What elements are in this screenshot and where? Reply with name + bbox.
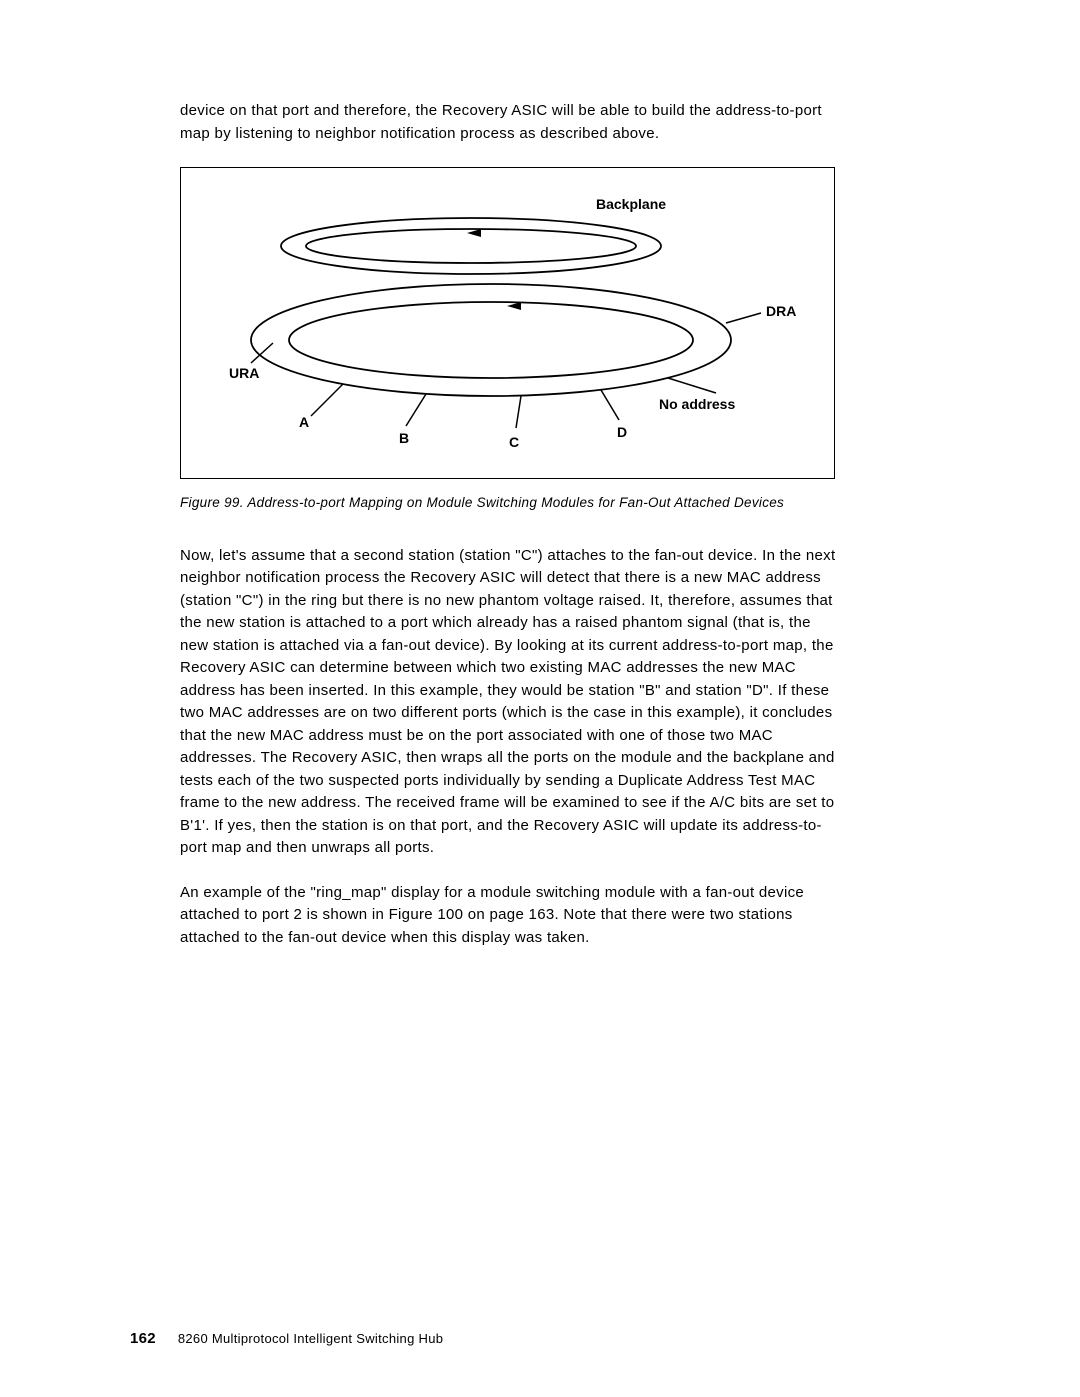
label-a: A bbox=[299, 414, 309, 430]
paragraph-main: Now, let's assume that a second station … bbox=[180, 545, 840, 860]
figure-caption-text: Address-to-port Mapping on Module Switch… bbox=[247, 495, 784, 510]
footer-title: 8260 Multiprotocol Intelligent Switching… bbox=[178, 1331, 443, 1346]
paragraph-intro: device on that port and therefore, the R… bbox=[180, 100, 840, 145]
label-b: B bbox=[399, 430, 409, 446]
label-d: D bbox=[617, 424, 627, 440]
label-ura: URA bbox=[229, 365, 259, 381]
label-noaddress: No address bbox=[659, 396, 735, 412]
page-number: 162 bbox=[130, 1330, 156, 1347]
figure-99-diagram: Backplane DRA URA No address A B C D bbox=[180, 167, 835, 479]
figure-number: Figure 99. bbox=[180, 495, 244, 510]
paragraph-example: An example of the "ring_map" display for… bbox=[180, 882, 840, 950]
page-footer: 162 8260 Multiprotocol Intelligent Switc… bbox=[130, 1330, 443, 1347]
label-dra: DRA bbox=[766, 303, 796, 319]
page-content: device on that port and therefore, the R… bbox=[0, 0, 1080, 1011]
label-c: C bbox=[509, 434, 519, 450]
label-backplane: Backplane bbox=[596, 196, 666, 212]
figure-caption: Figure 99. Address-to-port Mapping on Mo… bbox=[180, 493, 840, 513]
